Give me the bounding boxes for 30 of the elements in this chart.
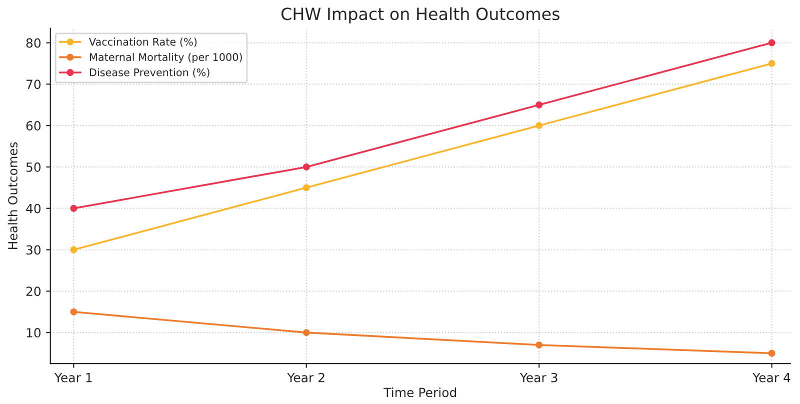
- point: [302, 163, 310, 170]
- point: [70, 246, 78, 254]
- y-tick-label: 70: [26, 80, 41, 90]
- point: [768, 39, 776, 46]
- x-axis-title: Time Period: [384, 388, 456, 398]
- point: [536, 342, 543, 348]
- y-tick-label: 30: [26, 245, 41, 255]
- legend-label: Maternal Mortality (per 1000): [90, 52, 242, 64]
- point: [302, 329, 310, 336]
- legend-label: Vaccination Rate (%): [89, 38, 197, 47]
- chart-title: CHW Impact on Health Outcomes: [281, 7, 560, 24]
- y-tick-label: 10: [26, 328, 41, 338]
- point: [768, 60, 776, 67]
- y-tick-label: 80: [26, 38, 41, 48]
- legend-label: Disease Prevention (%): [90, 68, 210, 78]
- point: [536, 122, 543, 130]
- y-tick-label: 50: [26, 162, 41, 172]
- x-tick-label: Year 2: [287, 372, 324, 382]
- point: [768, 350, 776, 357]
- y-axis-title: Health Outcomes: [8, 142, 18, 250]
- point: [536, 101, 543, 108]
- x-tick-label: Year 4: [752, 373, 790, 382]
- point: [70, 308, 78, 316]
- x-tick-label: Year 1: [54, 373, 92, 382]
- x-tick-label: Year 3: [520, 372, 558, 382]
- y-tick-label: 60: [26, 121, 41, 130]
- point: [302, 184, 310, 192]
- point: [70, 204, 78, 212]
- y-tick-label: 40: [26, 204, 41, 214]
- y-tick-label: 20: [26, 286, 41, 296]
